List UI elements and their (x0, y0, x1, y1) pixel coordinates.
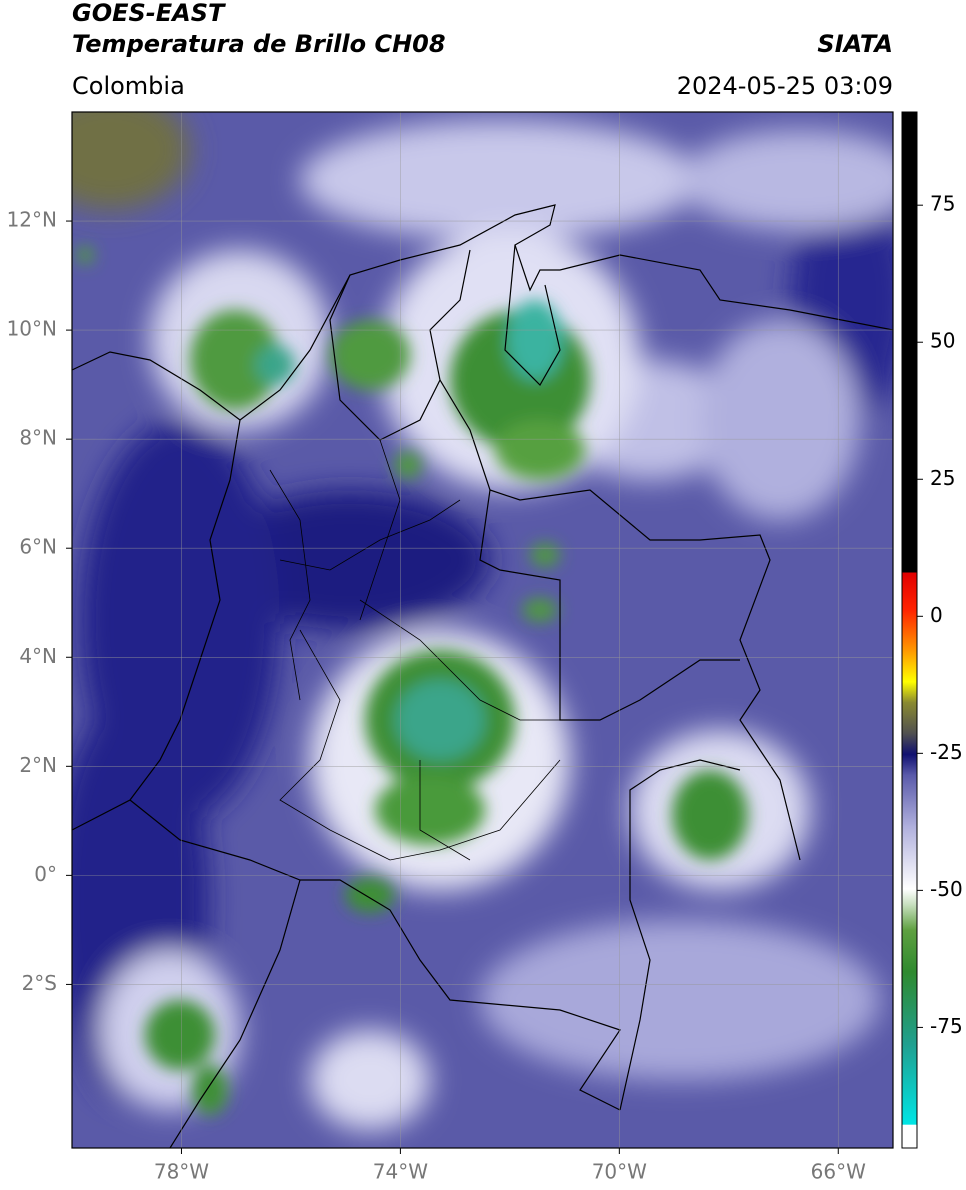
x-tick-label: 74°W (373, 1160, 428, 1184)
colorbar-tick-label: 75 (930, 192, 955, 216)
y-tick-label: 0° (34, 862, 57, 886)
colorbar-tick-label: 50 (930, 329, 955, 353)
colorbar-tick-label: 25 (930, 466, 955, 490)
x-tick-label: 66°W (811, 1160, 866, 1184)
borders (72, 204, 893, 1148)
colorbar-tick-label: -50 (930, 877, 963, 901)
source: SIATA (817, 30, 893, 58)
cold-cloud-tops (76, 246, 748, 1115)
region: Colombia (72, 72, 185, 100)
colorbar (901, 111, 918, 1149)
y-tick-label: 2°S (22, 971, 57, 995)
y-tick-label: 4°N (19, 644, 57, 668)
y-tick-label: 6°N (19, 535, 57, 559)
y-tick-label: 2°N (19, 753, 57, 777)
title: GOES-EAST (72, 0, 226, 27)
timestamp: 2024-05-25 03:09 (677, 72, 893, 100)
colorbar-tick-label: 0 (930, 603, 943, 627)
graticule (72, 112, 893, 1148)
colorbar-tick-label: -25 (930, 740, 963, 764)
satellite-image (72, 112, 893, 1148)
subtitle: Temperatura de Brillo CH08 (72, 30, 446, 58)
y-tick-label: 8°N (19, 426, 57, 450)
colorbar-tick-label: -75 (930, 1014, 963, 1038)
x-tick-label: 70°W (592, 1160, 647, 1184)
y-tick-label: 10°N (7, 317, 57, 341)
map-frame (71, 111, 894, 1149)
cloud-field (72, 112, 893, 1130)
y-tick-label: 12°N (7, 208, 57, 232)
x-tick-label: 78°W (154, 1160, 209, 1184)
